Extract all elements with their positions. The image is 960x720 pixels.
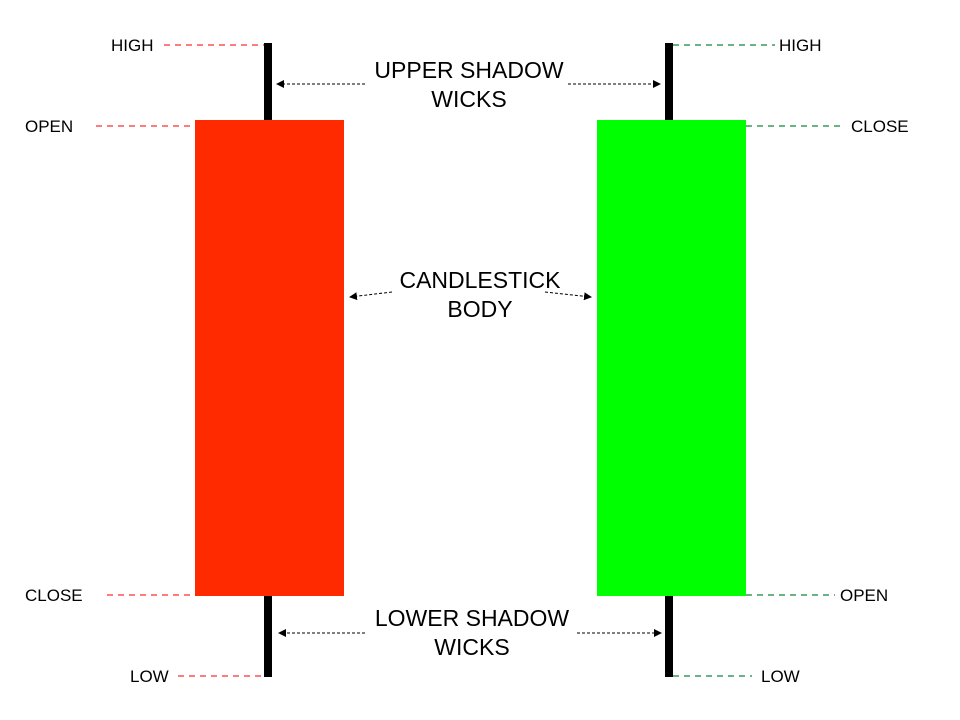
body-right-arrow bbox=[544, 291, 592, 301]
upper-callout-line1: UPPER SHADOW bbox=[374, 57, 563, 83]
upper-callout-line2: WICKS bbox=[431, 86, 506, 112]
right-low-label: LOW bbox=[761, 667, 800, 686]
right-open-label: OPEN bbox=[840, 586, 888, 605]
body-callout-line1: CANDLESTICK bbox=[399, 267, 561, 293]
left-body bbox=[195, 120, 344, 596]
lower-callout-line1: LOWER SHADOW bbox=[375, 605, 570, 631]
right-high-label: HIGH bbox=[779, 36, 822, 55]
body-callout-line2: BODY bbox=[447, 296, 512, 322]
left-high-label: HIGH bbox=[111, 36, 154, 55]
right-body bbox=[597, 120, 746, 596]
left-open-label: OPEN bbox=[25, 117, 73, 136]
left-low-label: LOW bbox=[130, 667, 169, 686]
body-left-arrow bbox=[349, 291, 393, 301]
lower-callout-line2: WICKS bbox=[434, 634, 509, 660]
right-close-label: CLOSE bbox=[851, 117, 909, 136]
left-close-label: CLOSE bbox=[25, 586, 83, 605]
